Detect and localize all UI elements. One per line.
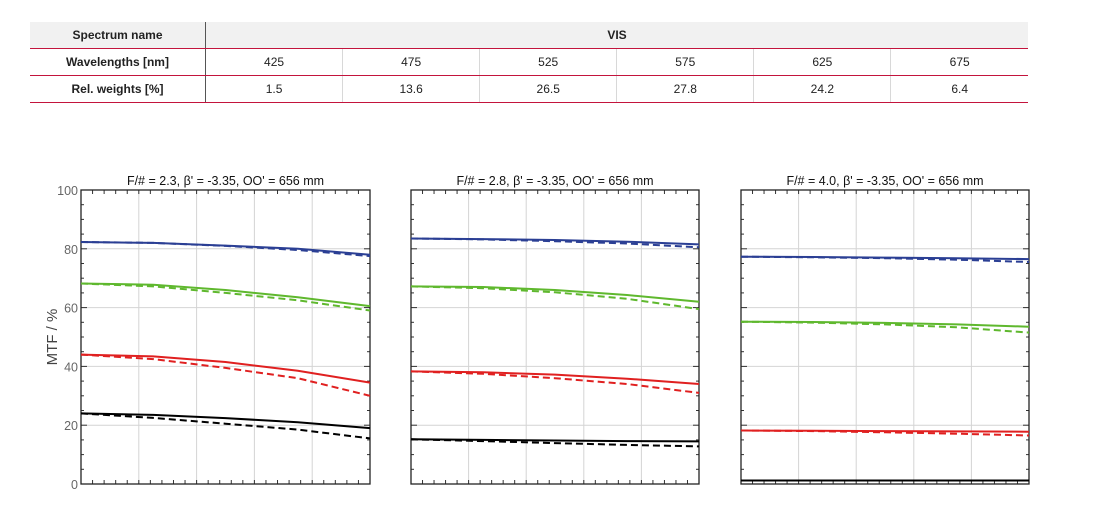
series-red-dashed	[80, 353, 371, 397]
weight-cell: 26.5	[479, 75, 617, 103]
spectrum-name-label: Spectrum name	[30, 22, 206, 49]
series-blue-dashed	[80, 241, 371, 258]
series-red-dashed	[410, 370, 700, 394]
weight-cell: 24.2	[753, 75, 891, 103]
series-black-dashed	[410, 438, 700, 448]
y-tick-label: 100	[57, 184, 78, 198]
weight-cell: 1.5	[204, 75, 343, 103]
mtf-chart-1: F/# = 2.3, β' = -3.35, OO' = 656 mm 0 20 40…	[44, 174, 371, 492]
weight-cell: 13.6	[342, 75, 480, 103]
wavelength-cell: 525	[479, 48, 617, 76]
series-green-dashed	[740, 320, 1030, 334]
plot-frame	[80, 189, 371, 485]
y-tick-label: 0	[71, 478, 78, 492]
mtf-chart-3: F/# = 4.0, β' = -3.35, OO' = 656 mm	[740, 174, 1030, 485]
series-green-dashed	[80, 282, 371, 312]
series-red-dashed	[740, 429, 1030, 437]
series-blue-dashed	[740, 255, 1030, 263]
series-black-solid	[410, 438, 700, 443]
chart-title: F/# = 4.0, β' = -3.35, OO' = 656 mm	[786, 174, 983, 188]
plot-frame	[740, 189, 1030, 485]
y-tick-label: 20	[64, 419, 78, 433]
weights-row: Rel. weights [%] 1.5 13.6 26.5 27.8 24.2…	[30, 75, 1028, 103]
series-green-solid	[80, 282, 371, 308]
wavelength-cell: 475	[342, 48, 480, 76]
mtf-chart-2: F/# = 2.8, β' = -3.35, OO' = 656 mm	[410, 174, 700, 485]
plot-frame	[410, 189, 700, 485]
wavelength-cell: 625	[753, 48, 891, 76]
series-black-dashed	[80, 412, 371, 440]
chart-title: F/# = 2.3, β' = -3.35, OO' = 656 mm	[127, 174, 324, 188]
y-tick-label: 80	[64, 243, 78, 257]
spectrum-table: Spectrum name VIS Wavelengths [nm] 425 4…	[30, 22, 1028, 103]
weight-cell: 27.8	[616, 75, 754, 103]
wavelength-cell: 675	[890, 48, 1028, 76]
chart-title: F/# = 2.8, β' = -3.35, OO' = 656 mm	[456, 174, 653, 188]
y-tick-label: 40	[64, 360, 78, 374]
series-green-dashed	[410, 285, 700, 311]
spectrum-name-value: VIS	[205, 22, 1028, 49]
y-axis-label: MTF / %	[44, 309, 61, 366]
series-red-solid	[80, 353, 371, 384]
spectrum-row: Spectrum name VIS	[30, 22, 1028, 49]
wavelengths-label: Wavelengths [nm]	[30, 48, 206, 76]
weight-cell: 6.4	[890, 75, 1028, 103]
wavelength-cell: 425	[204, 48, 343, 76]
series-blue-dashed	[410, 237, 700, 249]
y-tick-label: 60	[64, 302, 78, 316]
series-green-solid	[410, 285, 700, 303]
weights-label: Rel. weights [%]	[30, 75, 206, 103]
series-black-solid	[80, 412, 371, 430]
wavelengths-row: Wavelengths [nm] 425 475 525 575 625 675	[30, 48, 1028, 76]
wavelength-cell: 575	[616, 48, 754, 76]
